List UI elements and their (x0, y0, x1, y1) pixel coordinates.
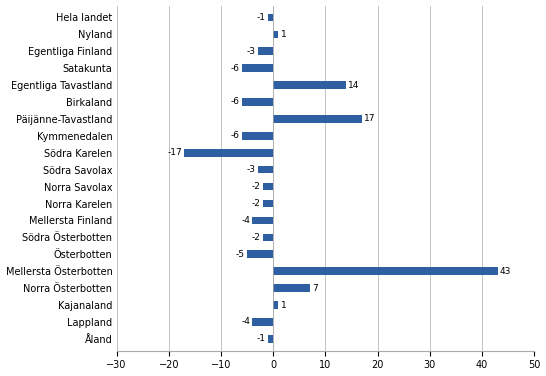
Bar (268, 14, 273, 21)
Bar (258, 166, 273, 173)
Bar (273, 30, 278, 38)
Text: -3: -3 (246, 165, 256, 174)
Text: -6: -6 (231, 97, 240, 106)
Bar (242, 64, 273, 72)
Bar (273, 301, 278, 309)
Bar (273, 284, 310, 292)
Text: -5: -5 (236, 250, 245, 259)
Text: -4: -4 (241, 216, 250, 225)
Bar (273, 81, 346, 89)
Text: -3: -3 (246, 47, 256, 56)
Text: -2: -2 (252, 182, 260, 191)
Bar (263, 200, 273, 207)
Text: -6: -6 (231, 64, 240, 73)
Bar (252, 318, 273, 326)
Text: 7: 7 (312, 284, 318, 293)
Text: 14: 14 (348, 80, 360, 89)
Bar (263, 183, 273, 190)
Bar (273, 115, 362, 123)
Bar (258, 47, 273, 55)
Bar (242, 98, 273, 106)
Text: -6: -6 (231, 131, 240, 140)
Text: -2: -2 (252, 199, 260, 208)
Bar (242, 132, 273, 139)
Bar (252, 217, 273, 224)
Text: -17: -17 (168, 148, 182, 157)
Bar (268, 335, 273, 343)
Text: -1: -1 (257, 13, 266, 22)
Text: 1: 1 (281, 30, 286, 39)
Text: -2: -2 (252, 233, 260, 242)
Bar (273, 267, 498, 275)
Text: 1: 1 (281, 300, 286, 309)
Text: -4: -4 (241, 317, 250, 326)
Bar (247, 250, 273, 258)
Bar (263, 233, 273, 241)
Text: -1: -1 (257, 334, 266, 343)
Text: 43: 43 (500, 267, 511, 276)
Text: 17: 17 (364, 114, 376, 123)
Bar (185, 149, 273, 156)
